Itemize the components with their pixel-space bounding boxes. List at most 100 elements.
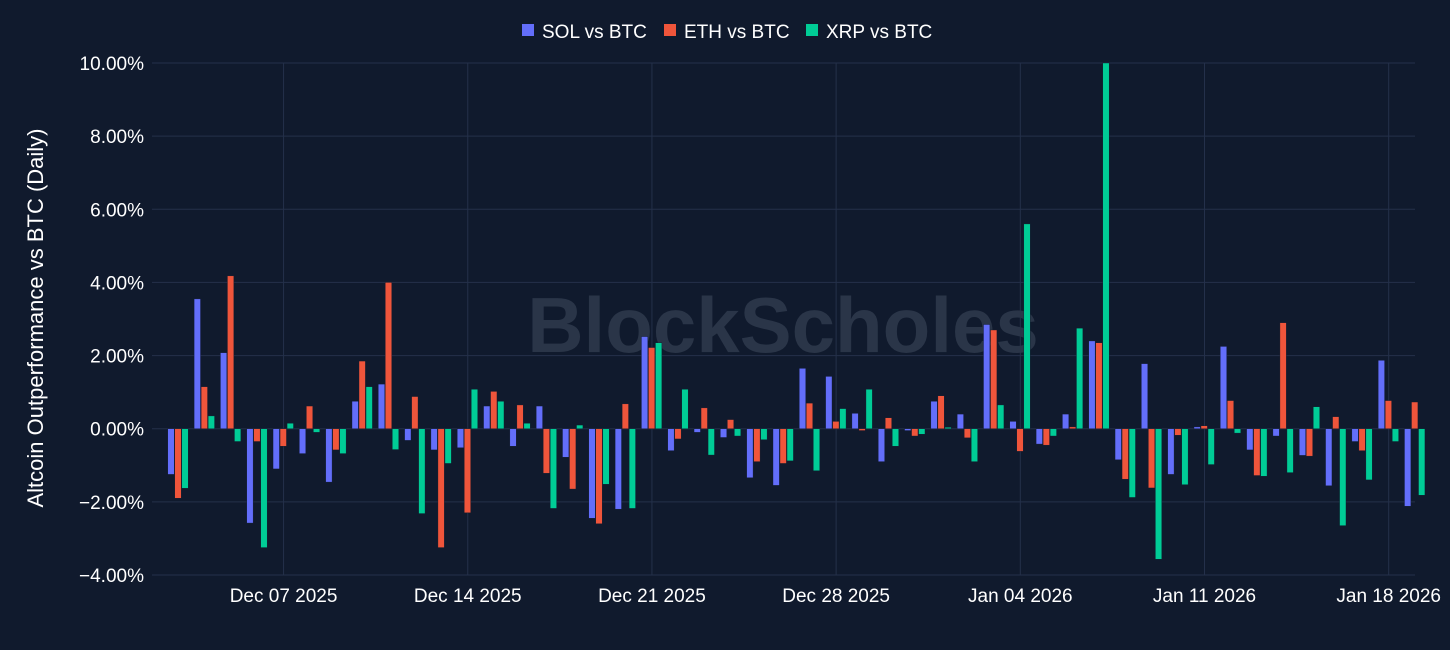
sol-bar[interactable]	[326, 429, 332, 482]
sol-bar[interactable]	[168, 429, 174, 475]
xrp-bar[interactable]	[1050, 429, 1056, 436]
eth-bar[interactable]	[491, 391, 497, 428]
sol-bar[interactable]	[589, 429, 595, 519]
eth-bar[interactable]	[885, 418, 891, 429]
sol-bar[interactable]	[247, 429, 253, 523]
xrp-bar[interactable]	[866, 389, 872, 429]
xrp-bar[interactable]	[261, 429, 267, 548]
eth-bar[interactable]	[1148, 429, 1154, 488]
eth-bar[interactable]	[280, 429, 286, 447]
xrp-bar[interactable]	[445, 429, 451, 464]
eth-bar[interactable]	[333, 429, 339, 450]
sol-bar[interactable]	[1089, 341, 1095, 429]
sol-bar[interactable]	[1194, 427, 1200, 429]
legend-item-eth[interactable]: ETH vs BTC	[664, 22, 790, 43]
xrp-bar[interactable]	[813, 429, 819, 471]
xrp-bar[interactable]	[313, 429, 319, 433]
xrp-bar[interactable]	[787, 429, 793, 461]
sol-bar[interactable]	[1141, 364, 1147, 429]
sol-bar[interactable]	[983, 324, 989, 428]
sol-bar[interactable]	[826, 376, 832, 428]
eth-bar[interactable]	[701, 408, 707, 429]
eth-bar[interactable]	[1359, 429, 1365, 451]
xrp-bar[interactable]	[1313, 407, 1319, 429]
sol-bar[interactable]	[931, 401, 937, 428]
sol-bar[interactable]	[1247, 429, 1253, 450]
eth-bar[interactable]	[859, 429, 865, 431]
sol-bar[interactable]	[1299, 429, 1305, 456]
eth-bar[interactable]	[1017, 429, 1023, 452]
eth-bar[interactable]	[1122, 429, 1128, 479]
sol-bar[interactable]	[1220, 346, 1226, 428]
eth-bar[interactable]	[254, 429, 260, 442]
sol-bar[interactable]	[694, 429, 700, 433]
xrp-bar[interactable]	[840, 409, 846, 429]
eth-bar[interactable]	[806, 403, 812, 429]
eth-bar[interactable]	[780, 429, 786, 464]
sol-bar[interactable]	[457, 429, 463, 448]
eth-bar[interactable]	[175, 429, 181, 498]
eth-bar[interactable]	[754, 429, 760, 462]
sol-bar[interactable]	[1010, 421, 1016, 428]
eth-bar[interactable]	[648, 348, 654, 429]
sol-bar[interactable]	[562, 429, 568, 458]
xrp-bar[interactable]	[1103, 63, 1109, 429]
xrp-bar[interactable]	[524, 423, 530, 428]
sol-bar[interactable]	[668, 429, 674, 451]
eth-bar[interactable]	[833, 421, 839, 428]
sol-bar[interactable]	[273, 429, 279, 469]
sol-bar[interactable]	[484, 406, 490, 429]
xrp-bar[interactable]	[629, 429, 635, 509]
sol-bar[interactable]	[720, 429, 726, 438]
eth-bar[interactable]	[675, 429, 681, 439]
xrp-bar[interactable]	[498, 401, 504, 428]
eth-bar[interactable]	[517, 405, 523, 429]
xrp-bar[interactable]	[1024, 224, 1030, 429]
eth-bar[interactable]	[412, 397, 418, 429]
xrp-bar[interactable]	[1366, 429, 1372, 480]
sol-bar[interactable]	[641, 337, 647, 429]
eth-bar[interactable]	[938, 396, 944, 429]
xrp-bar[interactable]	[208, 416, 214, 429]
eth-bar[interactable]	[1280, 323, 1286, 429]
xrp-bar[interactable]	[682, 389, 688, 429]
sol-bar[interactable]	[431, 429, 437, 450]
eth-bar[interactable]	[543, 429, 549, 474]
sol-bar[interactable]	[352, 401, 358, 428]
xrp-bar[interactable]	[340, 429, 346, 454]
sol-bar[interactable]	[1168, 429, 1174, 475]
eth-bar[interactable]	[1254, 429, 1260, 476]
sol-bar[interactable]	[378, 384, 384, 429]
xrp-bar[interactable]	[603, 429, 609, 485]
xrp-bar[interactable]	[182, 429, 188, 489]
eth-bar[interactable]	[1069, 427, 1075, 429]
sol-bar[interactable]	[852, 413, 858, 428]
xrp-bar[interactable]	[1261, 429, 1267, 477]
xrp-bar[interactable]	[1076, 328, 1082, 429]
xrp-bar[interactable]	[919, 429, 925, 434]
eth-bar[interactable]	[438, 429, 444, 548]
sol-bar[interactable]	[905, 429, 911, 431]
eth-bar[interactable]	[727, 420, 733, 429]
sol-bar[interactable]	[773, 429, 779, 486]
sol-bar[interactable]	[194, 299, 200, 429]
xrp-bar[interactable]	[998, 405, 1004, 429]
eth-bar[interactable]	[990, 330, 996, 429]
eth-bar[interactable]	[1333, 417, 1339, 429]
sol-bar[interactable]	[878, 429, 884, 462]
xrp-bar[interactable]	[419, 429, 425, 514]
sol-bar[interactable]	[220, 353, 226, 429]
xrp-bar[interactable]	[1234, 429, 1240, 433]
sol-bar[interactable]	[1352, 429, 1358, 442]
xrp-bar[interactable]	[550, 429, 556, 509]
eth-bar[interactable]	[1306, 429, 1312, 456]
eth-bar[interactable]	[385, 282, 391, 428]
xrp-bar[interactable]	[971, 429, 977, 462]
xrp-bar[interactable]	[1392, 429, 1398, 442]
xrp-bar[interactable]	[945, 427, 951, 428]
sol-bar[interactable]	[1404, 429, 1410, 507]
xrp-bar[interactable]	[234, 429, 240, 442]
sol-bar[interactable]	[1326, 429, 1332, 486]
xrp-bar[interactable]	[708, 429, 714, 455]
xrp-bar[interactable]	[1129, 429, 1135, 498]
